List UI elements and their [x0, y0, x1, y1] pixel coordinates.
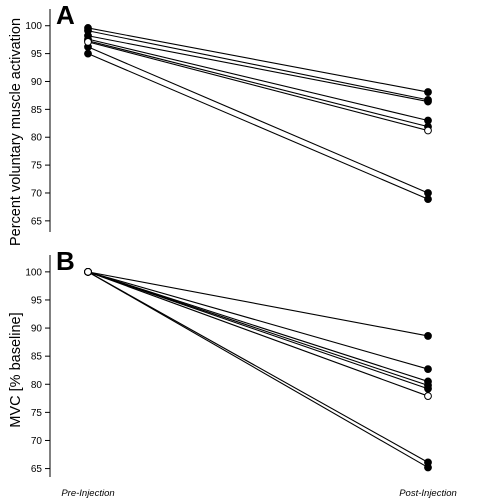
panel-a-series-8-line: [87, 53, 429, 200]
panel-b-series-6-point-pre: [84, 267, 92, 276]
panel-a-series-4-line: [87, 38, 429, 122]
panel-a-y-tick-label-90: 90: [31, 77, 43, 88]
panel-b-y-tick-label-100: 100: [25, 267, 42, 278]
panel-a-series-8-point-post: [424, 195, 432, 204]
panel-b-series-6-point-post: [424, 392, 432, 400]
panel-b-series-8-line: [87, 271, 429, 468]
panel-a-series-5-line: [87, 40, 429, 128]
x-tick-label-pre-injection: Pre-Injection: [61, 488, 114, 499]
panel-a-y-tick-label-100: 100: [25, 21, 42, 32]
x-tick-label-post-injection: Post-Injection: [399, 488, 457, 499]
panel-b-series-1-line: [87, 271, 429, 337]
panel-b-y-tick-label-75: 75: [31, 408, 43, 419]
panel-b-series-2-point-post: [424, 365, 432, 373]
panel-b-y-tick-label-90: 90: [31, 324, 43, 335]
panel-b-y-axis-label: MVC [% baseline]: [8, 312, 24, 427]
panel-a-series-8-point-pre: [84, 49, 92, 58]
panel-a-series-6-point-pre: [84, 37, 92, 46]
panel-a-y-tick-label-75: 75: [31, 161, 43, 172]
panel-a-series-1-line: [87, 27, 429, 93]
panel-b-series-6-line: [87, 271, 429, 397]
panel-b-y-tick-label-80: 80: [31, 380, 43, 391]
panel-a-y-tick-label-85: 85: [31, 105, 43, 116]
panel-a-y-axis-label: Percent voluntary muscle activation: [8, 18, 24, 246]
panel-b-series-5-point-post: [424, 384, 432, 393]
panel-b-y-tick-label-70: 70: [31, 436, 43, 447]
panel-a-y-axis: 65 70 75 80 85 90 95 100: [25, 9, 51, 232]
panel-b-y-tick-label-95: 95: [31, 295, 43, 306]
panel-b-series-3-line: [87, 271, 429, 382]
panel-b-y-tick-label-85: 85: [31, 352, 43, 363]
panel-b-label: B: [56, 246, 75, 276]
panel-b-plot-area: [84, 267, 432, 472]
panel-b-series-2-line: [87, 271, 429, 370]
panel-a-label: A: [56, 0, 75, 30]
panel-a-plot-area: [84, 24, 432, 204]
panel-a-series-7-line: [87, 46, 429, 194]
panel-a-y-tick-label-95: 95: [31, 49, 43, 60]
panel-a-y-tick-label-65: 65: [31, 216, 43, 227]
panel-a-series-3-point-post: [424, 97, 432, 106]
panel-a-series-6-point-post: [424, 126, 432, 135]
panel-a-y-tick-label-70: 70: [31, 188, 43, 199]
panel-b-series-1-point-post: [424, 332, 432, 340]
panel-b-y-tick-label-65: 65: [31, 464, 43, 475]
panel-b-series-7-line: [87, 271, 429, 463]
panel-b-y-axis: 65 70 75 80 85 90 95 100: [25, 255, 51, 477]
panel-b-series-5-line: [87, 271, 429, 390]
panel-a: A Percent voluntary muscle activation 65…: [8, 0, 432, 246]
panel-b: B MVC [% baseline] 65 70 75 80 85 90 95 100: [8, 246, 432, 477]
panel-a-y-tick-label-80: 80: [31, 133, 43, 144]
panel-a-series-1-point-post: [424, 88, 432, 96]
panel-a-series-6-line: [87, 41, 429, 132]
panel-b-series-8-point-post: [424, 463, 432, 472]
panel-a-series-3-line: [87, 35, 429, 103]
panel-a-series-2-line: [87, 30, 429, 101]
